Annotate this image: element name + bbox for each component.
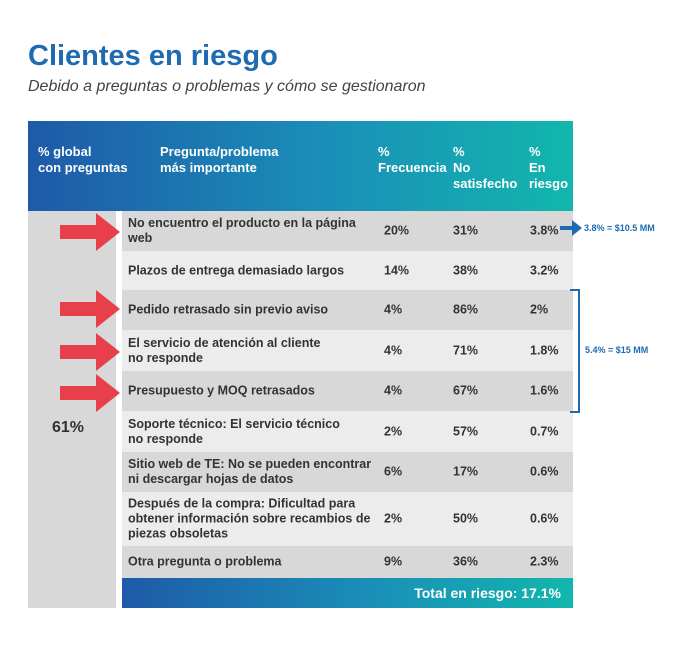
row-risk: 1.6% <box>530 383 559 398</box>
header-unsatisfied: % No satisfecho <box>453 144 518 191</box>
header-risk: % En riesgo <box>529 144 569 191</box>
row-frequency: 9% <box>384 554 403 569</box>
table-row: Sitio web de TE: No se pueden encontrar … <box>122 452 573 492</box>
row-unsatisfied: 17% <box>453 464 479 479</box>
row-frequency: 2% <box>384 511 403 526</box>
row-unsatisfied: 31% <box>453 223 479 238</box>
page-title: Clientes en riesgo <box>28 40 278 72</box>
row-question: No encuentro el producto en la página we… <box>128 216 356 245</box>
row-question: Después de la compra: Dificultad para ob… <box>128 496 371 541</box>
row-question: El servicio de atención al cliente no re… <box>128 335 321 365</box>
table-row: Otra pregunta o problema 9% 36% 2.3% <box>122 546 573 578</box>
table-row: No encuentro el producto en la página we… <box>122 211 573 251</box>
row-frequency: 4% <box>384 302 403 317</box>
row-question: Plazos de entrega demasiado largos <box>128 263 345 277</box>
row-question: Presupuesto y MOQ retrasados <box>128 383 315 398</box>
row-risk: 3.8% <box>530 223 559 238</box>
table-row: Soporte técnico: El servicio técnico no … <box>122 411 573 452</box>
row-frequency: 6% <box>384 464 403 479</box>
row-question: Soporte técnico: El servicio técnico no … <box>128 416 340 446</box>
red-arrow-icon <box>60 213 120 251</box>
row-question: Pedido retrasado sin previo aviso <box>128 302 329 317</box>
row-unsatisfied: 57% <box>453 424 479 438</box>
row-risk: 2.3% <box>530 554 559 569</box>
total-risk: Total en riesgo: 17.1% <box>414 585 561 601</box>
row-unsatisfied: 50% <box>453 511 479 526</box>
header-question: Pregunta/problema más importante <box>160 144 279 175</box>
red-arrow-icon <box>60 374 120 412</box>
note-single: 3.8% = $10.5 MM <box>584 223 655 233</box>
table-row: Pedido retrasado sin previo aviso 4% 86%… <box>122 290 573 330</box>
table-row: Después de la compra: Dificultad para ob… <box>122 492 573 546</box>
header-frequency: % Frecuencia <box>378 144 447 175</box>
row-risk: 0.6% <box>530 464 559 479</box>
total-bar: Total en riesgo: 17.1% <box>122 578 573 608</box>
blue-arrow-icon <box>560 220 582 236</box>
table-row: El servicio de atención al cliente no re… <box>122 330 573 371</box>
header-global: % global con preguntas <box>38 144 128 175</box>
page-subtitle: Debido a preguntas o problemas y cómo se… <box>28 78 426 95</box>
row-unsatisfied: 71% <box>453 343 479 357</box>
row-risk: 3.2% <box>530 263 559 277</box>
row-risk: 0.6% <box>530 511 559 526</box>
row-question: Otra pregunta o problema <box>128 554 282 569</box>
bracket-icon <box>570 289 580 413</box>
row-frequency: 4% <box>384 383 403 398</box>
row-question: Sitio web de TE: No se pueden encontrar … <box>128 457 372 486</box>
note-group: 5.4% = $15 MM <box>585 345 649 355</box>
row-unsatisfied: 38% <box>453 263 479 277</box>
row-unsatisfied: 36% <box>453 554 479 569</box>
row-risk: 2% <box>530 302 549 317</box>
table-row: Presupuesto y MOQ retrasados 4% 67% 1.6% <box>122 371 573 411</box>
row-frequency: 4% <box>384 343 403 357</box>
red-arrow-icon <box>60 333 120 371</box>
row-risk: 0.7% <box>530 424 559 438</box>
row-risk: 1.8% <box>530 343 559 357</box>
global-value: 61% <box>52 419 85 436</box>
global-column <box>28 211 116 608</box>
red-arrow-icon <box>60 290 120 328</box>
row-unsatisfied: 67% <box>453 383 479 398</box>
row-frequency: 2% <box>384 424 403 438</box>
table-row: Plazos de entrega demasiado largos 14% 3… <box>122 251 573 290</box>
table-header: % global con preguntas Pregunta/problema… <box>28 121 573 211</box>
row-frequency: 20% <box>384 223 410 238</box>
row-frequency: 14% <box>384 263 410 277</box>
row-unsatisfied: 86% <box>453 302 479 317</box>
